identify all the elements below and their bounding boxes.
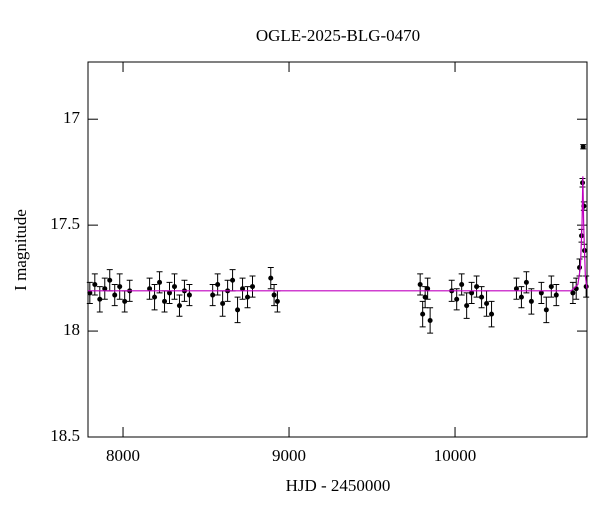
- data-point: [97, 296, 103, 302]
- data-point: [220, 301, 226, 307]
- data-point: [92, 281, 98, 287]
- data-point: [570, 290, 576, 296]
- x-tick-label: 9000: [272, 446, 306, 465]
- chart-title: OGLE-2025-BLG-0470: [256, 26, 420, 45]
- x-tick-label: 8000: [106, 446, 140, 465]
- plot-frame: [87, 61, 588, 438]
- y-tick-label: 18: [63, 320, 80, 339]
- data-point: [528, 298, 534, 304]
- data-point: [271, 292, 277, 298]
- data-point: [210, 292, 216, 298]
- data-point: [117, 284, 123, 290]
- y-axis-label: I magnitude: [11, 209, 30, 291]
- data-point: [464, 303, 470, 309]
- data-point: [147, 286, 153, 292]
- data-point: [157, 279, 163, 285]
- data-point: [427, 317, 433, 323]
- data-point: [162, 298, 168, 304]
- data-point: [171, 284, 177, 290]
- data-point: [518, 294, 524, 300]
- data-point: [167, 290, 173, 296]
- data-point: [274, 298, 280, 304]
- data-point: [523, 279, 529, 285]
- data-point: [102, 286, 108, 292]
- data-point: [543, 307, 549, 313]
- data-point: [513, 286, 519, 292]
- data-point: [538, 290, 544, 296]
- data-point: [215, 281, 221, 287]
- data-point: [87, 290, 93, 296]
- data-point: [459, 281, 465, 287]
- model-line: [88, 176, 588, 292]
- data-point: [176, 303, 182, 309]
- data-point: [420, 311, 426, 317]
- y-tick-label: 17: [63, 108, 81, 127]
- data-point: [422, 294, 428, 300]
- data-point: [186, 292, 192, 298]
- data-point: [479, 294, 485, 300]
- data-point: [548, 284, 554, 290]
- data-point: [474, 284, 480, 290]
- data-point: [469, 290, 475, 296]
- data-point: [489, 311, 495, 317]
- data-point: [230, 277, 236, 283]
- data-point: [152, 294, 158, 300]
- y-tick-label: 18.5: [50, 426, 80, 445]
- data-point: [484, 301, 490, 307]
- data-point: [454, 296, 460, 302]
- data-point: [580, 144, 586, 150]
- x-tick-label: 10000: [434, 446, 477, 465]
- data-point: [240, 286, 246, 292]
- x-axis-label: HJD - 2450000: [286, 476, 391, 495]
- data-point: [245, 294, 251, 300]
- data-point: [425, 286, 431, 292]
- data-point: [250, 284, 256, 290]
- data-point: [417, 281, 423, 287]
- data-point: [122, 298, 128, 304]
- data-point: [235, 307, 241, 313]
- data-point: [553, 292, 559, 298]
- data-point: [107, 277, 113, 283]
- data-point: [112, 292, 118, 298]
- data-point: [268, 275, 274, 281]
- y-tick-label: 17.5: [50, 214, 80, 233]
